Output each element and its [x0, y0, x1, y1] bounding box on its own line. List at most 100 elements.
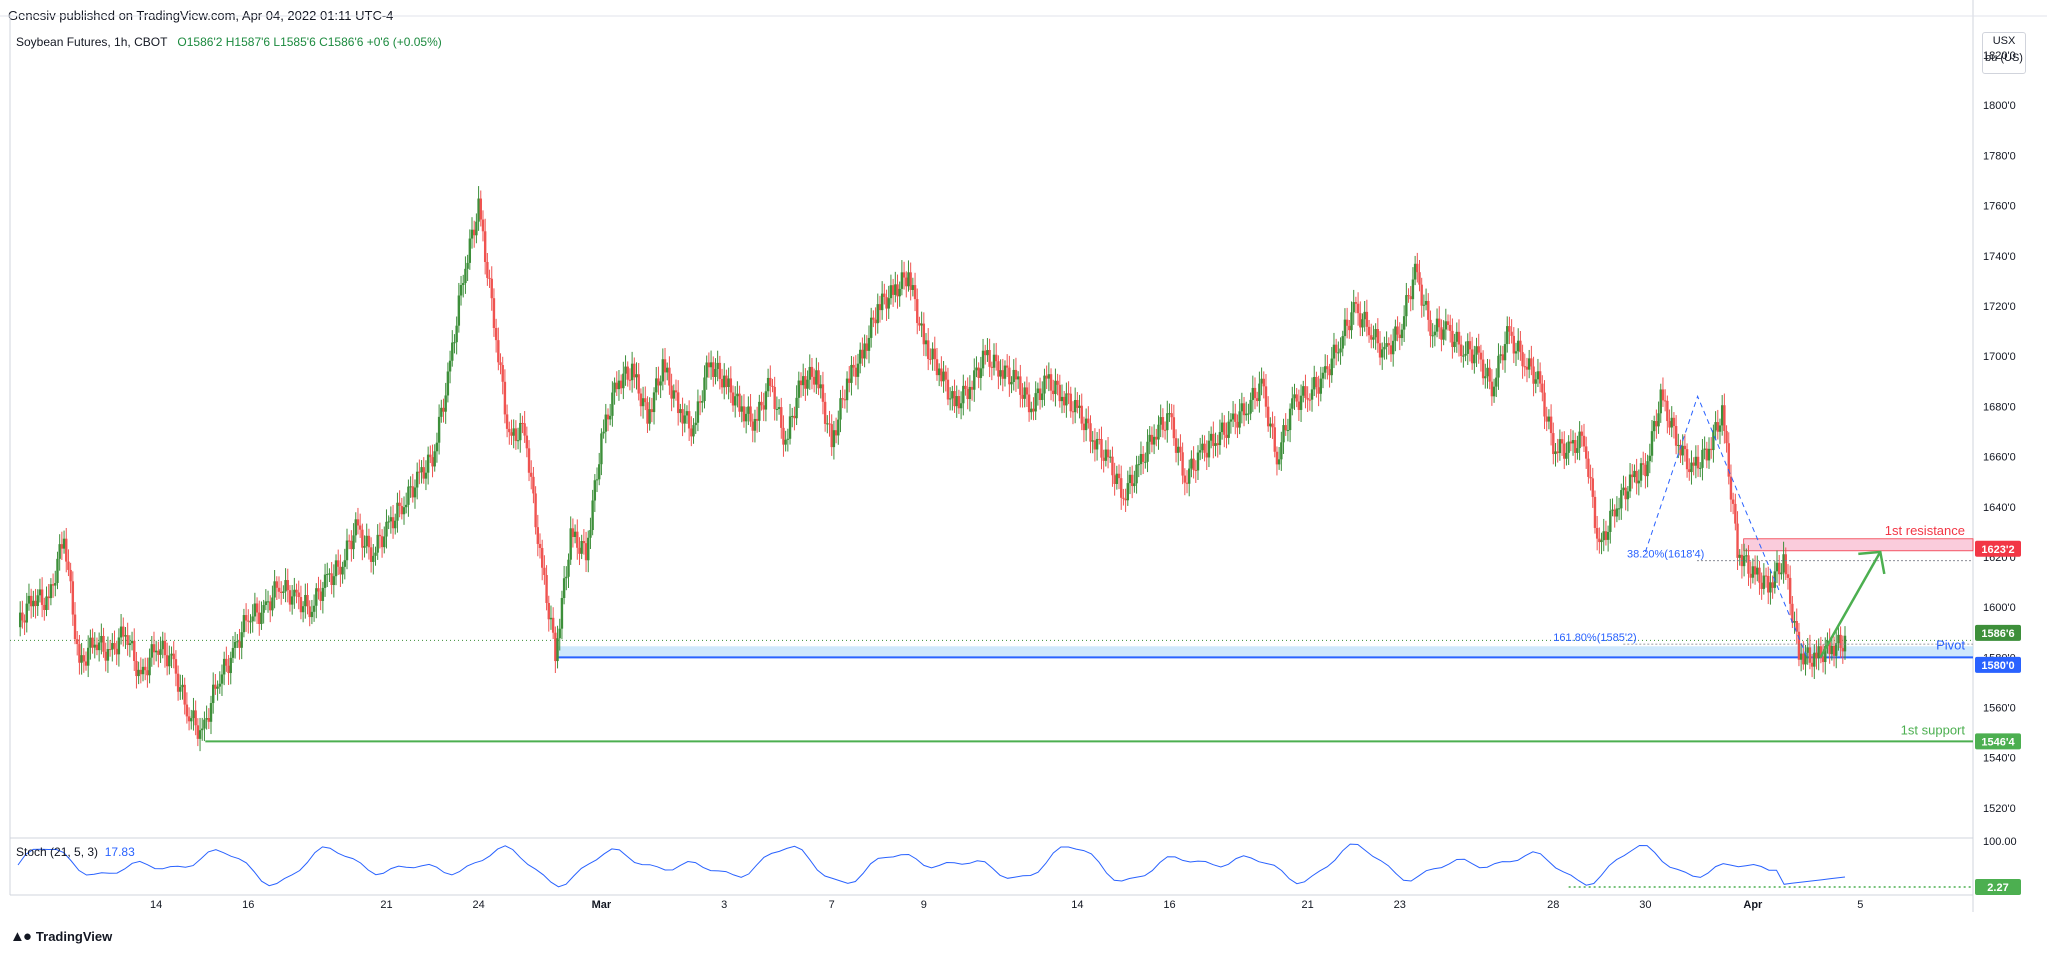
candle-up[interactable]: [1558, 439, 1562, 454]
candle-up[interactable]: [387, 521, 390, 523]
candle-down[interactable]: [1510, 331, 1513, 336]
candle-up[interactable]: [593, 480, 597, 501]
candle-down[interactable]: [238, 641, 241, 648]
candle-down[interactable]: [1543, 392, 1546, 417]
candle-down[interactable]: [185, 704, 189, 717]
candle-up[interactable]: [880, 293, 884, 311]
candle-up[interactable]: [1115, 473, 1119, 484]
candle-down[interactable]: [615, 382, 618, 390]
candle-down[interactable]: [977, 367, 980, 378]
candle-down[interactable]: [1179, 446, 1182, 453]
candle-up[interactable]: [89, 637, 92, 648]
candle-down[interactable]: [848, 378, 851, 383]
candle-down[interactable]: [646, 402, 649, 424]
candle-up[interactable]: [1652, 421, 1656, 432]
candle-up[interactable]: [56, 558, 59, 584]
candle-up[interactable]: [1659, 389, 1662, 414]
candle-up[interactable]: [591, 500, 594, 530]
candle-up[interactable]: [859, 349, 862, 364]
candle-up[interactable]: [1670, 417, 1673, 428]
candle-down[interactable]: [1635, 470, 1638, 484]
candle-down[interactable]: [1521, 352, 1524, 367]
candle-down[interactable]: [1087, 418, 1090, 424]
candle-down[interactable]: [369, 547, 373, 562]
candle-up[interactable]: [328, 573, 331, 575]
candle-down[interactable]: [1736, 523, 1739, 558]
candle-down[interactable]: [1692, 462, 1695, 466]
candle-down[interactable]: [1266, 406, 1270, 427]
candle-up[interactable]: [32, 600, 35, 607]
candle-up[interactable]: [613, 382, 616, 393]
candle-down[interactable]: [935, 359, 939, 376]
candle-down[interactable]: [1644, 464, 1647, 477]
candle-up[interactable]: [1350, 312, 1353, 331]
candle-up[interactable]: [1486, 367, 1489, 377]
candle-down[interactable]: [1530, 358, 1533, 367]
candle-down[interactable]: [1236, 421, 1239, 428]
candle-up[interactable]: [1313, 376, 1316, 390]
candle-up[interactable]: [1804, 652, 1807, 665]
candle-up[interactable]: [1424, 300, 1428, 305]
candle-up[interactable]: [1188, 468, 1191, 484]
candle-up[interactable]: [968, 386, 972, 400]
candle-up[interactable]: [1745, 555, 1748, 557]
candle-up[interactable]: [1462, 355, 1465, 357]
candle-down[interactable]: [1183, 475, 1187, 483]
candle-up[interactable]: [806, 379, 809, 389]
candle-down[interactable]: [1212, 433, 1215, 446]
candle-up[interactable]: [25, 603, 28, 623]
candle-up[interactable]: [1330, 358, 1333, 376]
candle-up[interactable]: [1240, 403, 1244, 412]
candle-down[interactable]: [1058, 384, 1062, 402]
candle-up[interactable]: [119, 626, 123, 638]
candle-down[interactable]: [896, 284, 899, 297]
candle-up[interactable]: [516, 440, 520, 442]
candle-up[interactable]: [808, 366, 811, 380]
candle-up[interactable]: [1484, 376, 1487, 379]
candle-down[interactable]: [1284, 425, 1287, 431]
candle-up[interactable]: [1626, 491, 1630, 500]
candle-up[interactable]: [444, 395, 447, 412]
candle-down[interactable]: [668, 367, 671, 386]
candle-up[interactable]: [93, 644, 96, 648]
candle-down[interactable]: [244, 615, 248, 621]
candle-down[interactable]: [584, 543, 588, 561]
candle-down[interactable]: [488, 277, 491, 279]
candle-down[interactable]: [330, 573, 333, 586]
candle-down[interactable]: [479, 198, 482, 220]
candle-down[interactable]: [1642, 463, 1645, 465]
candle-down[interactable]: [214, 684, 217, 689]
candle-up[interactable]: [786, 438, 790, 440]
candle-up[interactable]: [723, 375, 726, 388]
candle-down[interactable]: [1407, 295, 1410, 297]
candle-down[interactable]: [997, 361, 1000, 377]
candle-up[interactable]: [692, 425, 695, 437]
candle-down[interactable]: [554, 632, 557, 662]
candle-down[interactable]: [639, 393, 643, 407]
candle-up[interactable]: [409, 486, 412, 488]
candle-up[interactable]: [992, 354, 996, 368]
candle-down[interactable]: [1427, 300, 1430, 320]
candle-up[interactable]: [273, 581, 276, 598]
candle-down[interactable]: [1760, 582, 1763, 589]
candle-up[interactable]: [161, 640, 164, 650]
candle-up[interactable]: [815, 370, 818, 385]
candle-down[interactable]: [687, 411, 691, 429]
candle-down[interactable]: [1784, 554, 1787, 575]
candle-down[interactable]: [1014, 369, 1018, 380]
candle-down[interactable]: [988, 349, 991, 367]
candle-down[interactable]: [1725, 431, 1728, 444]
candle-up[interactable]: [714, 368, 717, 377]
candle-down[interactable]: [247, 620, 250, 622]
candle-down[interactable]: [905, 277, 908, 287]
candle-up[interactable]: [600, 433, 603, 465]
candle-up[interactable]: [1837, 634, 1840, 644]
candle-down[interactable]: [571, 528, 575, 537]
candle-down[interactable]: [1194, 469, 1197, 471]
candle-down[interactable]: [337, 560, 340, 567]
candle-up[interactable]: [1751, 566, 1755, 578]
candle-up[interactable]: [549, 617, 553, 620]
candle-down[interactable]: [113, 643, 116, 649]
candle-up[interactable]: [898, 288, 901, 297]
candle-up[interactable]: [979, 368, 983, 378]
